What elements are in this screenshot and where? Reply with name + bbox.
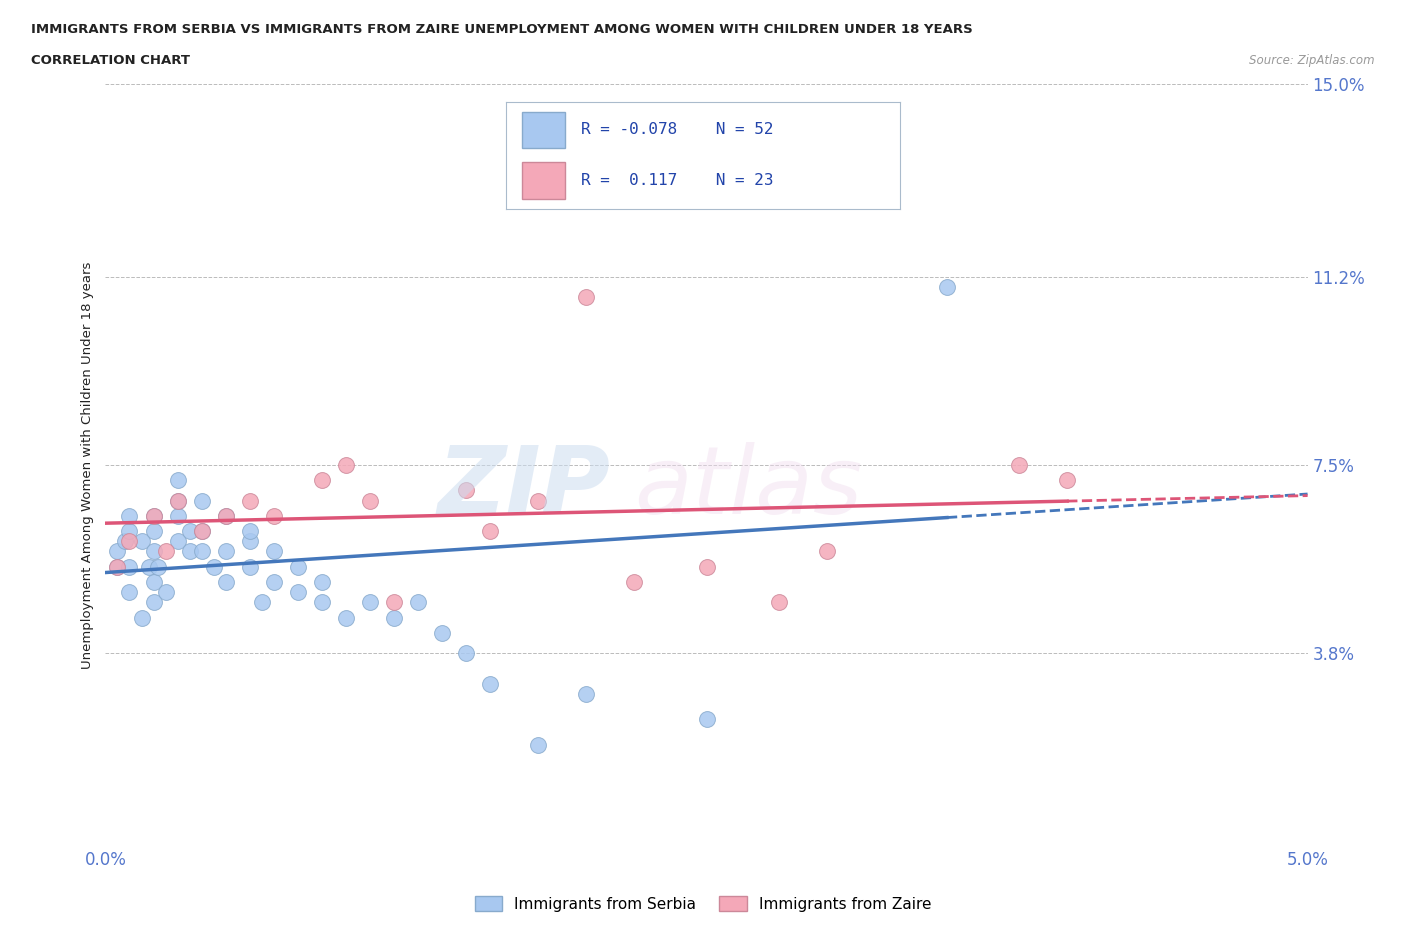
- Point: [142, 595, 165, 610]
- Point: [263, 509, 285, 524]
- Point: [250, 595, 273, 610]
- Point: [936, 280, 959, 295]
- Point: [148, 559, 170, 574]
- Point: [166, 472, 188, 487]
- Point: [138, 559, 160, 574]
- Point: [107, 544, 129, 559]
- Point: [406, 595, 429, 610]
- Point: [214, 509, 236, 524]
- Text: R =  0.117    N = 23: R = 0.117 N = 23: [581, 173, 773, 189]
- Point: [190, 524, 212, 538]
- Point: [359, 493, 381, 508]
- Point: [696, 559, 718, 574]
- Point: [1056, 472, 1078, 487]
- FancyBboxPatch shape: [522, 112, 565, 148]
- Text: IMMIGRANTS FROM SERBIA VS IMMIGRANTS FROM ZAIRE UNEMPLOYMENT AMONG WOMEN WITH CH: IMMIGRANTS FROM SERBIA VS IMMIGRANTS FRO…: [31, 23, 973, 36]
- Point: [239, 559, 262, 574]
- Point: [575, 686, 598, 701]
- Point: [190, 524, 212, 538]
- FancyBboxPatch shape: [522, 162, 565, 199]
- Point: [768, 595, 790, 610]
- Point: [118, 559, 141, 574]
- Point: [239, 534, 262, 549]
- Point: [214, 544, 236, 559]
- Point: [430, 625, 453, 640]
- Text: atlas: atlas: [634, 443, 863, 534]
- Point: [527, 493, 550, 508]
- Text: Source: ZipAtlas.com: Source: ZipAtlas.com: [1250, 54, 1375, 67]
- Point: [107, 559, 129, 574]
- Point: [179, 544, 201, 559]
- Point: [239, 524, 262, 538]
- Point: [107, 559, 129, 574]
- Point: [214, 575, 236, 590]
- Point: [382, 595, 405, 610]
- Point: [166, 493, 188, 508]
- Point: [311, 595, 333, 610]
- Point: [166, 493, 188, 508]
- Point: [131, 534, 153, 549]
- Point: [179, 524, 201, 538]
- Text: R = -0.078    N = 52: R = -0.078 N = 52: [581, 122, 773, 137]
- Point: [142, 509, 165, 524]
- Point: [575, 290, 598, 305]
- Point: [1008, 458, 1031, 472]
- Text: ZIP: ZIP: [437, 442, 610, 534]
- Point: [287, 585, 309, 600]
- Point: [696, 711, 718, 726]
- Point: [359, 595, 381, 610]
- Point: [454, 645, 477, 660]
- Point: [166, 509, 188, 524]
- Point: [263, 544, 285, 559]
- Point: [527, 737, 550, 752]
- Point: [454, 483, 477, 498]
- Point: [118, 534, 141, 549]
- Point: [479, 676, 502, 691]
- Point: [263, 575, 285, 590]
- Point: [166, 534, 188, 549]
- Point: [131, 610, 153, 625]
- Point: [815, 544, 838, 559]
- Point: [311, 472, 333, 487]
- Point: [155, 585, 177, 600]
- Point: [382, 610, 405, 625]
- Point: [202, 559, 225, 574]
- Point: [335, 458, 357, 472]
- Legend: Immigrants from Serbia, Immigrants from Zaire: Immigrants from Serbia, Immigrants from …: [468, 889, 938, 918]
- Y-axis label: Unemployment Among Women with Children Under 18 years: Unemployment Among Women with Children U…: [82, 261, 94, 669]
- Point: [142, 509, 165, 524]
- Point: [239, 493, 262, 508]
- Point: [214, 509, 236, 524]
- Point: [118, 509, 141, 524]
- Point: [118, 585, 141, 600]
- Point: [311, 575, 333, 590]
- Point: [114, 534, 136, 549]
- Point: [142, 544, 165, 559]
- Point: [190, 493, 212, 508]
- Point: [190, 544, 212, 559]
- Point: [142, 575, 165, 590]
- Point: [287, 559, 309, 574]
- Point: [118, 524, 141, 538]
- Point: [768, 167, 790, 182]
- Point: [155, 544, 177, 559]
- Point: [335, 610, 357, 625]
- Point: [479, 524, 502, 538]
- Text: CORRELATION CHART: CORRELATION CHART: [31, 54, 190, 67]
- Point: [142, 524, 165, 538]
- Point: [623, 575, 645, 590]
